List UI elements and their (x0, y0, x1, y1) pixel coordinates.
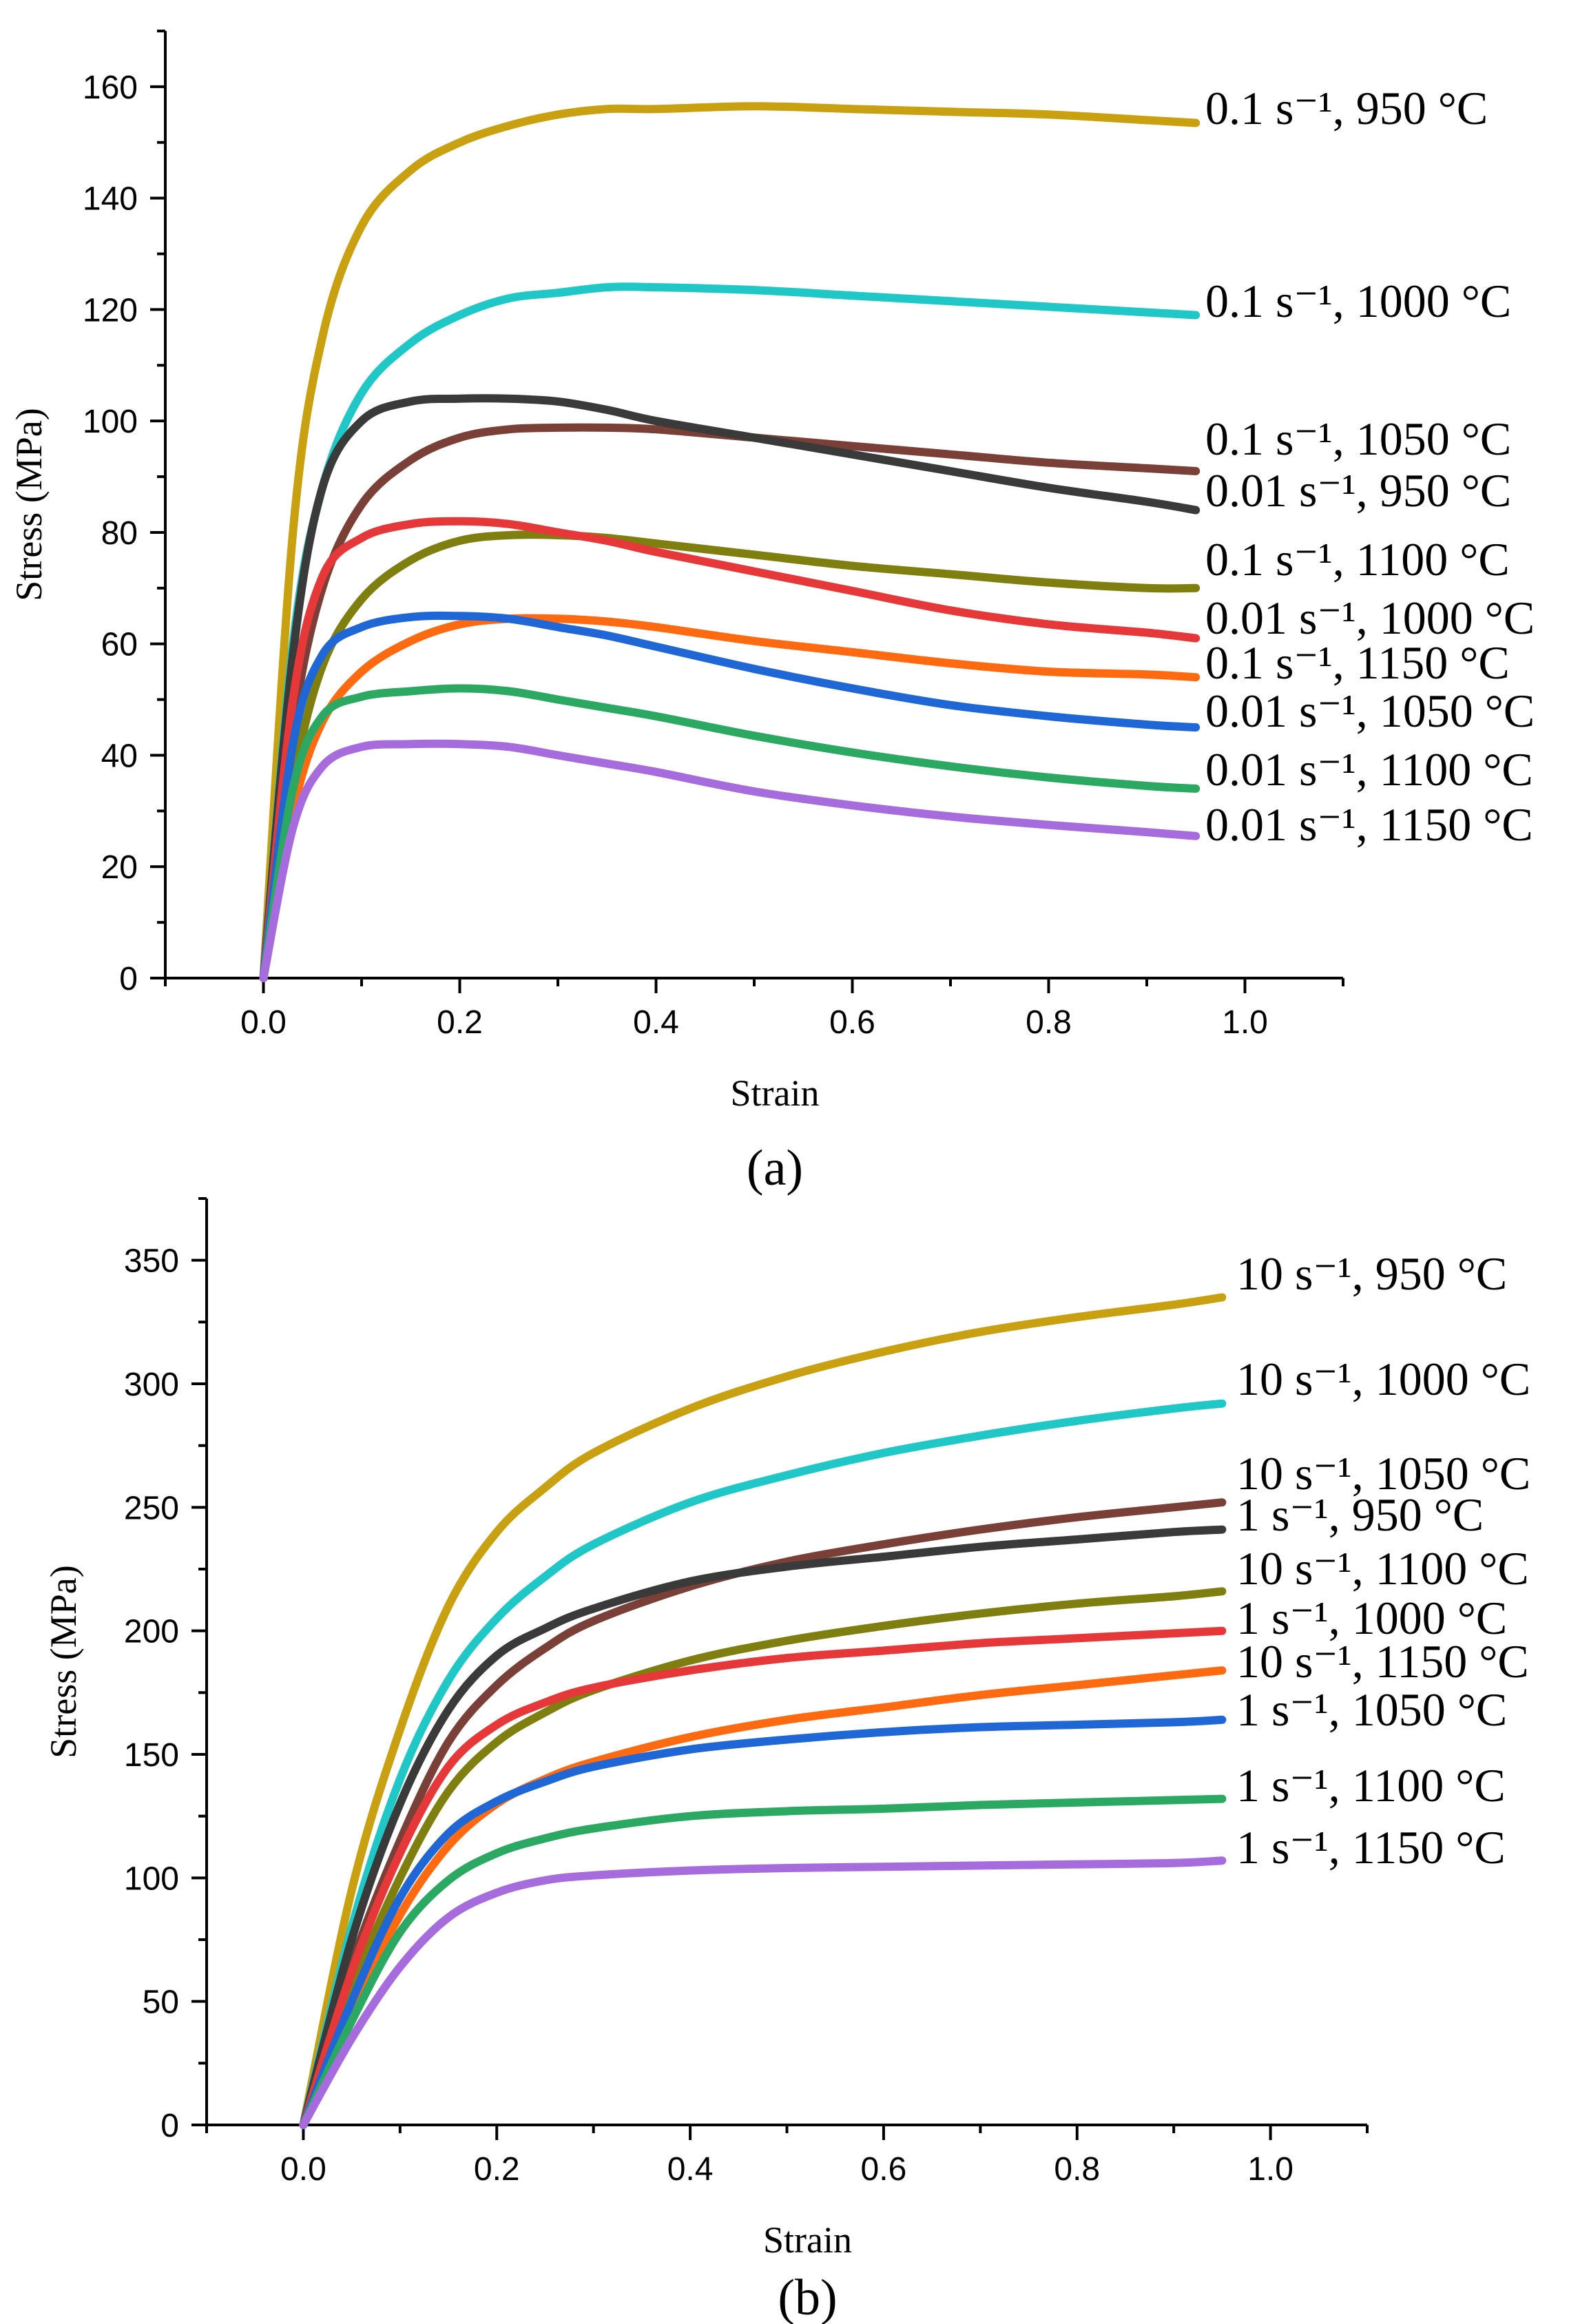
x-tick-label: 0.4 (633, 1004, 679, 1041)
y-axis-title: Stress (MPa) (8, 408, 50, 601)
y-tick-label: 20 (101, 849, 138, 886)
y-tick-label: 160 (83, 70, 138, 106)
series-line (259, 282, 1201, 982)
y-tick-label: 150 (124, 1737, 179, 1774)
series-label: 0.1 s⁻¹, 1050 °C (1205, 413, 1511, 465)
series-line (259, 684, 1201, 982)
y-tick-label: 40 (101, 738, 138, 774)
x-tick-label: 0.6 (861, 2151, 907, 2188)
x-tick-label: 1.0 (1247, 2151, 1293, 2188)
y-tick-label: 50 (143, 1984, 179, 2021)
series-line (299, 1293, 1227, 2129)
y-tick-label: 100 (83, 404, 138, 440)
series-line (259, 517, 1201, 982)
series-label: 0.01 s⁻¹, 1000 °C (1205, 592, 1535, 644)
series-line (299, 1856, 1227, 2129)
x-tick-label: 0.4 (667, 2151, 714, 2188)
chart-panel-b: 0.0 0.2 0.4 0.6 0.8 1.0 0 50 100 150 200 250 300 350 S… (43, 1197, 1530, 2324)
series-line (299, 1498, 1227, 2129)
series-label: 10 s⁻¹, 1050 °C (1236, 1447, 1530, 1500)
series-line (299, 1626, 1227, 2129)
y-tick-label: 140 (83, 181, 138, 218)
panel-label: (a) (747, 1140, 803, 1196)
x-axis-title: Strain (731, 1072, 820, 1114)
series-label: 10 s⁻¹, 950 °C (1236, 1247, 1507, 1300)
series-label: 0.1 s⁻¹, 1150 °C (1205, 636, 1510, 689)
x-tick-label: 0.2 (437, 1004, 483, 1041)
y-tick-label: 0 (160, 2108, 179, 2144)
series-line (259, 611, 1201, 982)
chart-panel-a: 0.0 0.2 0.4 0.6 0.8 1.0 0 20 40 60 80 100 120 140 160 S… (8, 30, 1535, 1196)
series-label: 0.01 s⁻¹, 1150 °C (1205, 798, 1533, 851)
series-label: 1 s⁻¹, 1100 °C (1236, 1759, 1506, 1812)
x-tick-label: 0.8 (1026, 1004, 1072, 1041)
y-tick-label: 100 (124, 1860, 179, 1897)
x-tick-label: 0.0 (240, 1004, 287, 1041)
series-label: 10 s⁻¹, 1000 °C (1236, 1353, 1530, 1405)
series-label: 10 s⁻¹, 1100 °C (1236, 1542, 1529, 1595)
y-tick-label: 300 (124, 1367, 179, 1403)
series-line (299, 1794, 1227, 2129)
series-line (259, 614, 1201, 982)
x-axis-title: Strain (763, 2219, 852, 2261)
x-tick-label: 0.8 (1054, 2151, 1100, 2188)
series-line (259, 102, 1201, 982)
y-tick-label: 80 (101, 515, 138, 552)
series-label: 0.1 s⁻¹, 950 °C (1205, 82, 1488, 134)
y-tick-label: 250 (124, 1490, 179, 1526)
x-tick-label: 1.0 (1222, 1004, 1268, 1041)
y-tick-label: 60 (101, 627, 138, 663)
series-label: 1 s⁻¹, 950 °C (1236, 1488, 1484, 1541)
series-label: 0.1 s⁻¹, 1000 °C (1205, 275, 1511, 327)
series-line (259, 530, 1201, 982)
series-label: 1 s⁻¹, 1000 °C (1236, 1592, 1507, 1644)
series-label: 10 s⁻¹, 1150 °C (1236, 1635, 1529, 1688)
series-label: 0.01 s⁻¹, 1100 °C (1205, 743, 1533, 796)
series-line (299, 1715, 1227, 2129)
x-tick-label: 0.0 (280, 2151, 326, 2188)
x-tick-label: 0.2 (474, 2151, 520, 2188)
y-tick-label: 200 (124, 1614, 179, 1650)
y-axis-title: Stress (MPa) (43, 1565, 84, 1758)
series-line (259, 394, 1201, 982)
panel-label: (b) (778, 2270, 837, 2324)
y-tick-label: 120 (83, 292, 138, 329)
series-line (299, 1399, 1227, 2129)
series-label: 0.01 s⁻¹, 1050 °C (1205, 685, 1535, 737)
series-line (299, 1666, 1227, 2129)
y-tick-label: 0 (119, 961, 138, 997)
y-tick-label: 350 (124, 1243, 179, 1280)
series-line (259, 739, 1201, 982)
x-tick-label: 0.6 (829, 1004, 875, 1041)
series-label: 1 s⁻¹, 1050 °C (1236, 1683, 1507, 1736)
series-label: 0.1 s⁻¹, 1100 °C (1205, 533, 1510, 585)
series-line (299, 1525, 1227, 2129)
series-label: 0.01 s⁻¹, 950 °C (1205, 464, 1511, 517)
series-label: 1 s⁻¹, 1150 °C (1236, 1821, 1506, 1874)
series-line (259, 423, 1201, 982)
